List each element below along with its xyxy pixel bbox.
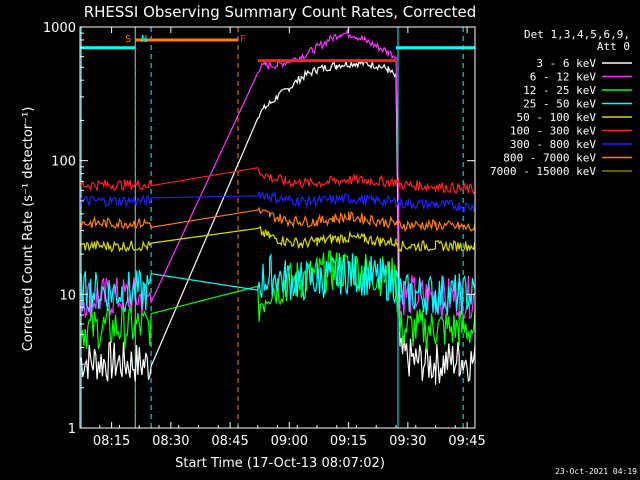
legend-label-0: 3 - 6 keV [536,57,596,70]
plot-area: S N F 08:15 08:30 08:45 09:00 09:15 09:30 09:45 1 1… [43,21,486,449]
chart-title: RHESSI Observing Summary Count Rates, Co… [84,3,477,21]
series-line-2 [79,249,476,350]
legend-label-1: 6 - 12 keV [530,71,597,84]
series-line-7 [79,206,476,232]
series-line-6 [79,191,476,213]
legend-header-0: Det 1,3,4,5,6,9, [524,28,630,41]
legend-label-7: 800 - 7000 keV [503,152,596,165]
y-tick-label-1: 10 [59,288,76,303]
x-tick-label-3: 09:00 [271,434,308,449]
legend-header-1: Att 0 [597,40,630,53]
x-tick-label-2: 08:45 [211,434,248,449]
y-axis-label: Corrected Count Rate (s⁻¹ detector⁻¹) [21,107,36,352]
annotation-n: N [141,34,147,45]
series-line-5 [79,167,476,195]
annotation-f: F [240,34,246,45]
y-tick-label-2: 100 [51,155,76,170]
legend-label-4: 50 - 100 keV [517,111,597,124]
footer-date: 23-Oct-2021 04:19 [555,467,637,476]
legend-label-2: 12 - 25 keV [523,84,596,97]
annotation-s: S [125,34,131,45]
x-axis-label: Start Time (17-Oct-13 08:07:02) [175,456,385,471]
y-tick-label-0: 1 [68,422,76,437]
x-tick-label-5: 09:30 [389,434,426,449]
x-tick-label-1: 08:30 [152,434,189,449]
series-line-3 [79,253,476,316]
legend-label-8: 7000 - 15000 keV [490,165,596,178]
legend-label-6: 300 - 800 keV [510,138,596,151]
series-line-4 [79,225,476,253]
legend-label-3: 25 - 50 keV [523,98,596,111]
x-tick-label-4: 09:15 [330,434,367,449]
x-tick-label-0: 08:15 [93,434,130,449]
plot-frame [79,26,476,429]
y-tick-label-3: 1000 [43,21,76,36]
legend-label-5: 100 - 300 keV [510,125,596,138]
x-tick-label-6: 09:45 [448,434,485,449]
